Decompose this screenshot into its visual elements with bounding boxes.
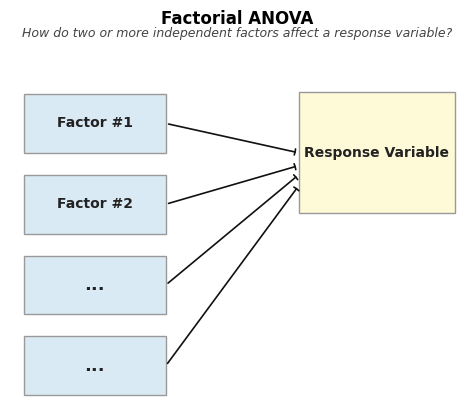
Text: ...: ... xyxy=(84,357,105,374)
Text: Response Variable: Response Variable xyxy=(304,146,449,160)
Text: ...: ... xyxy=(84,276,105,294)
Text: How do two or more independent factors affect a response variable?: How do two or more independent factors a… xyxy=(22,27,452,40)
Bar xyxy=(24,256,166,314)
Bar xyxy=(24,175,166,234)
Text: Factor #1: Factor #1 xyxy=(57,116,133,131)
Bar xyxy=(24,94,166,153)
Bar xyxy=(24,336,166,395)
Bar xyxy=(299,92,455,214)
Text: Factorial ANOVA: Factorial ANOVA xyxy=(161,10,313,28)
Text: Factor #2: Factor #2 xyxy=(57,197,133,211)
